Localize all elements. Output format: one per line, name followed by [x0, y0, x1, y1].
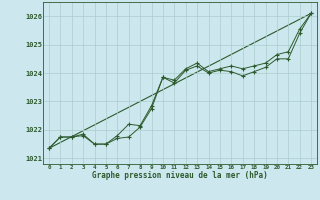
X-axis label: Graphe pression niveau de la mer (hPa): Graphe pression niveau de la mer (hPa) — [92, 171, 268, 180]
